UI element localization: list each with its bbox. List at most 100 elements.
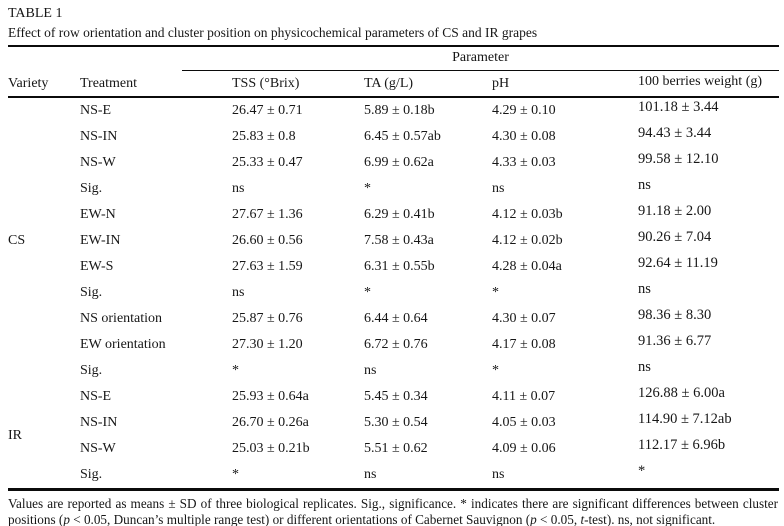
variety-cell: IR	[8, 428, 22, 443]
ph-cell: 4.30 ± 0.07	[492, 311, 556, 326]
tss-cell: 25.33 ± 0.47	[232, 155, 303, 170]
ph-cell: 4.05 ± 0.03	[492, 415, 556, 430]
ph-cell: 4.12 ± 0.03b	[492, 207, 563, 222]
weight-cell: 92.64 ± 11.19	[638, 255, 718, 271]
ph-cell: 4.33 ± 0.03	[492, 155, 556, 170]
ta-cell: 6.45 ± 0.57ab	[364, 129, 441, 144]
table-label: TABLE 1	[8, 6, 63, 21]
ph-cell: 4.09 ± 0.06	[492, 441, 556, 456]
ta-cell: 7.58 ± 0.43a	[364, 233, 434, 248]
tss-cell: 26.60 ± 0.56	[232, 233, 303, 248]
table-row: NS-W 25.03 ± 0.21b 5.51 ± 0.62 4.09 ± 0.06 1…	[8, 436, 779, 462]
ta-cell: 6.31 ± 0.55b	[364, 259, 435, 274]
weight-cell: 91.18 ± 2.00	[638, 203, 712, 219]
parameter-group-cell: Parameter	[182, 46, 779, 71]
column-header-row: Variety Treatment TSS (°Brix) TA (g/L) pH 100…	[8, 69, 779, 98]
footnote-segment: < 0.05, Duncan’s multiple range test) or…	[69, 511, 531, 526]
treatment-cell: Sig.	[80, 181, 103, 196]
treatment-cell: NS-E	[80, 389, 112, 404]
treatment-cell: Sig.	[80, 467, 103, 482]
parameter-group-row: Parameter	[8, 46, 779, 71]
column-header-weight: 100 berries weight (g)	[630, 69, 779, 96]
weight-cell: ns	[638, 281, 651, 297]
column-header-tss: TSS (°Brix)	[224, 71, 356, 98]
treatment-cell: NS-E	[80, 103, 112, 118]
footnote-segment: -test). ns, not significant.	[584, 511, 716, 526]
column-header-ta: TA (g/L)	[356, 71, 484, 98]
ta-cell: 6.29 ± 0.41b	[364, 207, 435, 222]
parameter-group-header: Parameter	[182, 47, 779, 71]
footnote-italic-segment: t	[580, 511, 585, 526]
weight-cell: 90.26 ± 7.04	[638, 229, 712, 245]
tss-cell: 25.83 ± 0.8	[232, 129, 296, 144]
column-header-variety: Variety	[8, 71, 80, 98]
table-row: NS orientation 25.87 ± 0.76 6.44 ± 0.64 4.3…	[8, 306, 779, 332]
ta-cell: 6.44 ± 0.64	[364, 311, 428, 326]
ph-cell: 4.29 ± 0.10	[492, 103, 556, 118]
table-row: Sig. ns * ns ns	[8, 176, 779, 202]
ta-cell: *	[364, 285, 371, 300]
treatment-cell: NS-IN	[80, 415, 118, 430]
tss-cell: 25.87 ± 0.76	[232, 311, 303, 326]
table-row: EW-S 27.63 ± 1.59 6.31 ± 0.55b 4.28 ± 0.04a…	[8, 254, 779, 280]
tss-cell: 26.47 ± 0.71	[232, 103, 303, 118]
tss-cell: 27.63 ± 1.59	[232, 259, 303, 274]
tss-cell: *	[232, 467, 239, 482]
table-footnote: Values are reported as means ± SD of thr…	[8, 496, 778, 526]
tss-cell: *	[232, 363, 239, 378]
weight-cell: 98.36 ± 8.30	[638, 307, 712, 323]
ta-cell: 5.51 ± 0.62	[364, 441, 428, 456]
weight-cell: 126.88 ± 6.00a	[638, 385, 725, 401]
ta-cell: 6.72 ± 0.76	[364, 337, 428, 352]
table-row: NS-IN 25.83 ± 0.8 6.45 ± 0.57ab 4.30 ± 0.08…	[8, 124, 779, 150]
ta-cell: 5.89 ± 0.18b	[364, 103, 435, 118]
weight-cell: 99.58 ± 12.10	[638, 151, 719, 167]
table-row: Sig. * ns * ns	[8, 358, 779, 384]
treatment-cell: EW-S	[80, 259, 114, 274]
tss-cell: ns	[232, 181, 245, 196]
ph-cell: 4.30 ± 0.08	[492, 129, 556, 144]
ta-cell: ns	[364, 363, 377, 378]
ta-cell: 5.30 ± 0.54	[364, 415, 428, 430]
ta-cell: 6.99 ± 0.62a	[364, 155, 434, 170]
weight-cell: 91.36 ± 6.77	[638, 333, 712, 349]
weight-cell: ns	[638, 177, 651, 193]
treatment-cell: NS-W	[80, 441, 116, 456]
treatment-cell: EW-IN	[80, 233, 121, 248]
weight-cell: 101.18 ± 3.44	[638, 99, 719, 115]
weight-cell: 94.43 ± 3.44	[638, 125, 712, 141]
tss-cell: 27.67 ± 1.36	[232, 207, 303, 222]
ph-cell: *	[492, 285, 499, 300]
ph-cell: 4.28 ± 0.04a	[492, 259, 562, 274]
ph-cell: *	[492, 363, 499, 378]
ta-cell: ns	[364, 467, 377, 482]
footnote-italic-segment: p	[530, 511, 537, 526]
tss-cell: 27.30 ± 1.20	[232, 337, 303, 352]
table-row: Sig. * ns ns *	[8, 462, 779, 490]
table-caption: Effect of row orientation and cluster po…	[8, 25, 538, 40]
weight-cell: *	[638, 463, 646, 479]
tss-cell: ns	[232, 285, 245, 300]
table-row: CS NS-E 26.47 ± 0.71 5.89 ± 0.18b 4.29 ± 0.1…	[8, 97, 779, 248]
weight-cell: 114.90 ± 7.12ab	[638, 411, 732, 427]
weight-cell: ns	[638, 359, 651, 375]
treatment-cell: Sig.	[80, 363, 103, 378]
treatment-cell: NS orientation	[80, 311, 163, 326]
table-row: EW-N 27.67 ± 1.36 6.29 ± 0.41b 4.12 ± 0.03b…	[8, 202, 779, 228]
footnote-segment: < 0.05,	[536, 511, 581, 526]
ph-cell: 4.12 ± 0.02b	[492, 233, 563, 248]
ph-cell: 4.17 ± 0.08	[492, 337, 556, 352]
ta-cell: *	[364, 181, 371, 196]
footnote-italic-segment: p	[63, 511, 70, 526]
treatment-cell: EW orientation	[80, 337, 166, 352]
column-header-treatment: Treatment	[80, 71, 224, 98]
variety-cell: CS	[8, 233, 26, 248]
table-row: EW-IN 26.60 ± 0.56 7.58 ± 0.43a 4.12 ± 0.02…	[8, 228, 779, 254]
treatment-cell: Sig.	[80, 285, 103, 300]
treatment-cell: EW-N	[80, 207, 116, 222]
table-row: NS-IN 26.70 ± 0.26a 5.30 ± 0.54 4.05 ± 0.03…	[8, 410, 779, 436]
column-header-ph: pH	[484, 71, 630, 98]
footnote-segment: Values are reported as means ± SD of thr…	[8, 496, 778, 526]
tss-cell: 25.03 ± 0.21b	[232, 441, 310, 456]
